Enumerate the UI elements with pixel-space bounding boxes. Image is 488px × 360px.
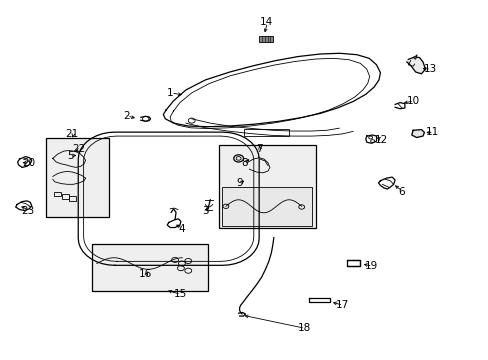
Bar <box>243 129 288 136</box>
Bar <box>346 260 359 266</box>
Text: 14: 14 <box>259 17 273 27</box>
Text: 2: 2 <box>122 111 129 121</box>
Text: 9: 9 <box>236 178 243 188</box>
Text: 13: 13 <box>423 64 436 74</box>
Text: 7: 7 <box>255 144 262 154</box>
FancyBboxPatch shape <box>222 187 312 226</box>
Text: 22: 22 <box>72 144 86 154</box>
Text: 20: 20 <box>22 158 35 168</box>
Text: 15: 15 <box>173 289 186 300</box>
Text: 1: 1 <box>166 88 173 98</box>
Polygon shape <box>411 130 424 138</box>
Text: 11: 11 <box>425 127 439 138</box>
FancyBboxPatch shape <box>46 138 109 217</box>
Text: 3: 3 <box>202 206 208 216</box>
Text: 5: 5 <box>67 150 74 161</box>
Text: 23: 23 <box>21 206 35 216</box>
Text: 18: 18 <box>297 323 310 333</box>
Text: 19: 19 <box>364 261 378 271</box>
Text: 12: 12 <box>374 135 387 145</box>
FancyBboxPatch shape <box>92 244 208 291</box>
Text: 21: 21 <box>65 129 79 139</box>
FancyBboxPatch shape <box>219 145 315 228</box>
Text: 10: 10 <box>406 96 419 106</box>
Polygon shape <box>406 57 425 74</box>
Text: 8: 8 <box>241 158 247 168</box>
Bar <box>62 194 69 199</box>
Text: 4: 4 <box>178 224 185 234</box>
Bar <box>259 36 272 42</box>
Text: 6: 6 <box>398 186 405 197</box>
Bar <box>54 192 61 196</box>
Text: 16: 16 <box>139 269 152 279</box>
Bar <box>69 196 76 201</box>
Text: 17: 17 <box>335 300 348 310</box>
